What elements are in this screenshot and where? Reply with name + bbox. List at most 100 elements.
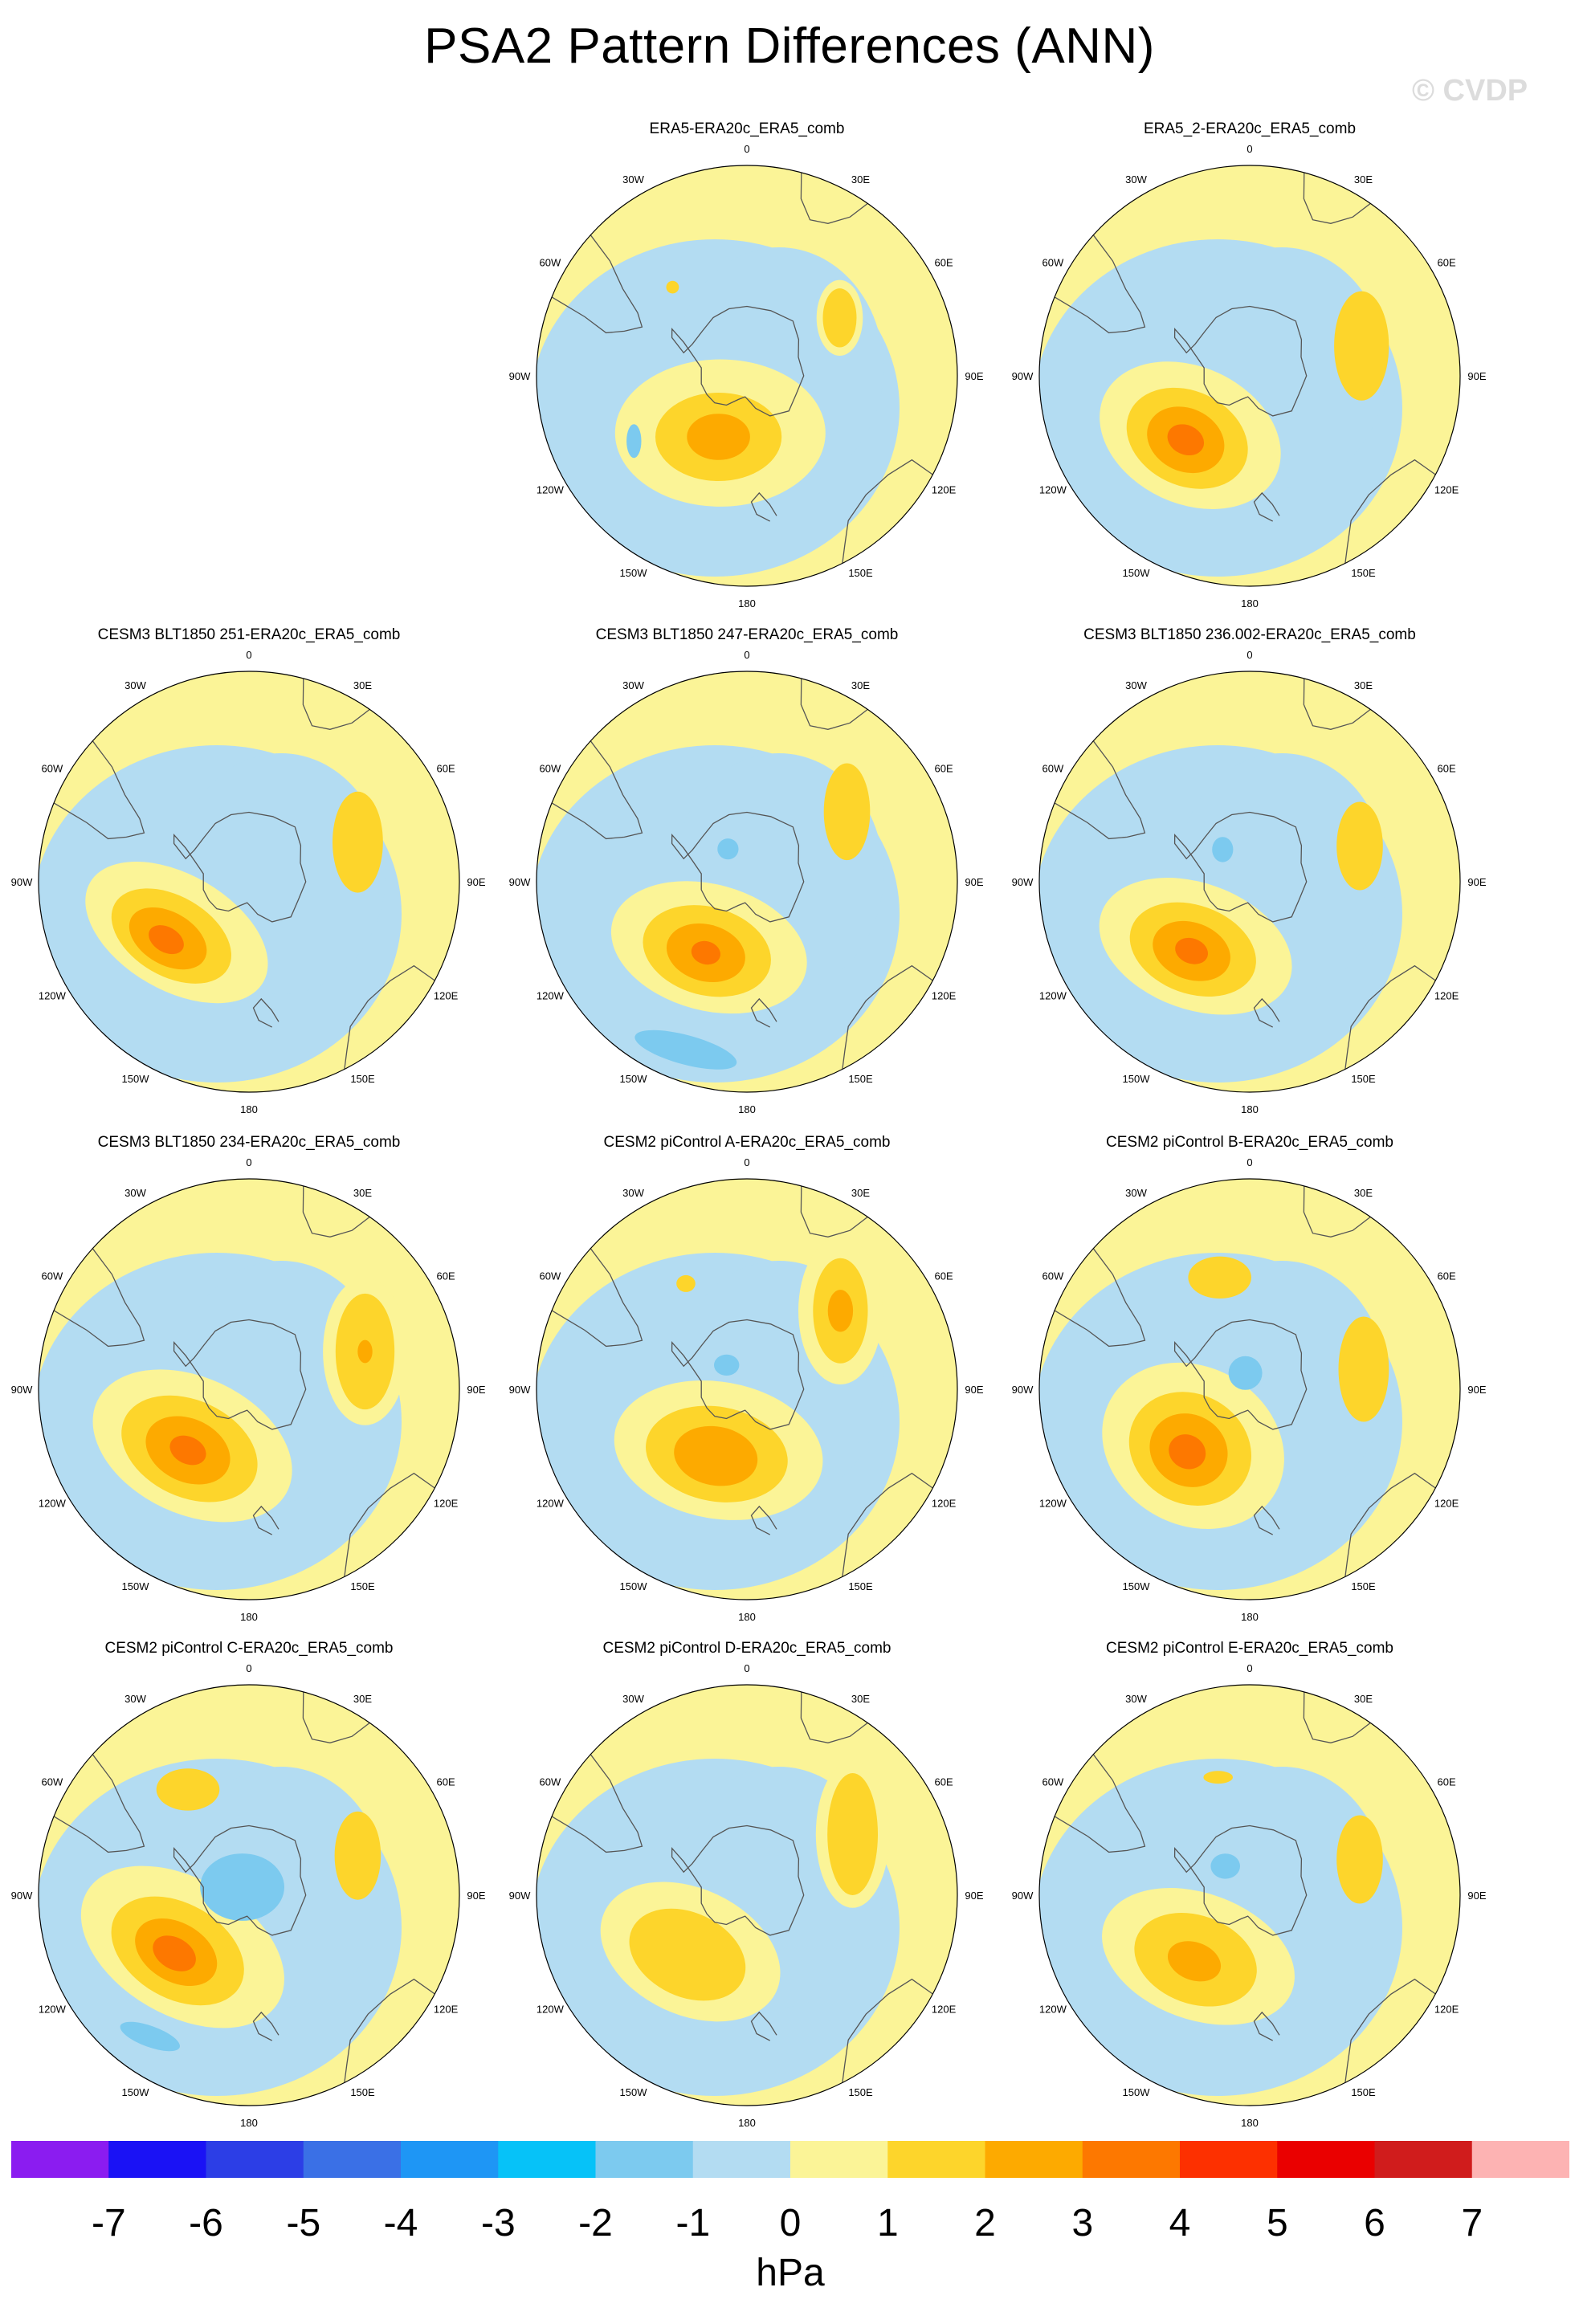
colorbar-tick-label: -5 [286, 2202, 320, 2244]
coastline-antarctica [671, 811, 805, 923]
longitude-label: 30W [1125, 1187, 1147, 1199]
map-panel: CESM3 BLT1850 234-ERA20c_ERA5_comb 0 30E 60… [0, 1134, 498, 1640]
positive-anomaly-contour [823, 763, 871, 861]
longitude-label: 30W [622, 679, 644, 691]
coastline-new-zealand [252, 1505, 279, 1535]
polar-map: 0 30E 60E 90E 120E 150E 180 150W 120W 90W 60W 30W [1012, 1156, 1487, 1623]
longitude-label: 30E [851, 679, 870, 691]
colorbar-segment [790, 2141, 888, 2178]
colorbar-segment [401, 2141, 499, 2178]
longitude-label: 180 [240, 1611, 258, 1623]
longitude-label: 60E [935, 257, 953, 269]
colorbar-segment [1374, 2141, 1473, 2178]
negative-anomaly-contour [626, 424, 642, 459]
coastline-south-america [53, 1754, 145, 1853]
negative-anomaly-contour [120, 2021, 181, 2052]
polar-map: 0 30E 60E 90E 120E 150E 180 150W 120W 90W 60W 30W [509, 649, 984, 1115]
longitude-label: 0 [744, 649, 749, 661]
coastline-australia [1344, 459, 1436, 564]
colorbar-tick-label: -3 [481, 2202, 516, 2244]
longitude-label: 60W [540, 1776, 561, 1788]
coastline-new-zealand [1253, 1505, 1280, 1535]
longitude-label: 180 [1241, 1611, 1259, 1623]
longitude-label: 150W [1123, 1580, 1151, 1592]
longitude-label: 30E [1354, 679, 1373, 691]
longitude-label: 0 [744, 143, 749, 155]
negative-anomaly-contour [1212, 837, 1234, 862]
map-panel: ERA5-ERA20c_ERA5_comb 0 30E 60E 90E 120E 150E 1… [498, 120, 996, 626]
longitude-label: 60W [1042, 763, 1064, 775]
longitude-label: 90E [965, 1384, 983, 1396]
colorbar-tick-label: -6 [189, 2202, 223, 2244]
map-panel: CESM3 BLT1850 236.002-ERA20c_ERA5_comb 0 3… [1001, 626, 1499, 1132]
longitude-label: 150E [848, 567, 873, 579]
polar-map: 0 30E 60E 90E 120E 150E 180 150W 120W 90W 60W 30W [509, 143, 984, 610]
longitude-label: 30E [1354, 1187, 1373, 1199]
longitude-label: 30E [353, 1693, 372, 1705]
panel-title: ERA5_2-ERA20c_ERA5_comb [1143, 120, 1357, 137]
longitude-label: 120W [537, 1498, 565, 1510]
colorbar-tick-label: 2 [974, 2202, 996, 2244]
longitude-label: 120E [434, 1498, 459, 1510]
negative-anomaly-contour [714, 1354, 740, 1376]
map-border [1038, 165, 1461, 587]
longitude-label: 150E [350, 2086, 375, 2098]
coastline-antarctica [1173, 1825, 1308, 1936]
longitude-label: 30W [1125, 679, 1147, 691]
longitude-label: 30W [622, 1693, 644, 1705]
coastline-south-america [53, 1248, 145, 1348]
positive-anomaly-contour [149, 925, 184, 955]
longitude-label: 180 [738, 2117, 756, 2129]
coastline-antarctica [671, 1825, 805, 1936]
coastline-south-america [1054, 740, 1146, 840]
positive-anomaly-contour [1175, 937, 1209, 964]
longitude-label: 120W [537, 990, 565, 1002]
polar-map: 0 30E 60E 90E 120E 150E 180 150W 120W 90W 60W 30W [11, 1156, 486, 1623]
colorbar-tick-label: 4 [1169, 2202, 1191, 2244]
map-border [38, 1684, 460, 2106]
positive-anomaly-contour [357, 1339, 373, 1364]
colorbar-segment [11, 2141, 109, 2178]
coastline-antarctica [1173, 1319, 1308, 1430]
coastline-australia [842, 459, 933, 564]
longitude-label: 90E [965, 876, 983, 888]
longitude-label: 60W [1042, 1776, 1064, 1788]
longitude-label: 30W [622, 1187, 644, 1199]
colorbar-tick-label: -4 [384, 2202, 418, 2244]
longitude-label: 60E [935, 1270, 953, 1282]
colorbar-tick-label: 7 [1461, 2202, 1483, 2244]
panel-title: CESM2 piControl D-ERA20c_ERA5_comb [602, 1640, 892, 1657]
polar-map: 0 30E 60E 90E 120E 150E 180 150W 120W 90W 60W 30W [1012, 649, 1487, 1115]
colorbar-tick-label: 3 [1071, 2202, 1093, 2244]
colorbar-segment [595, 2141, 694, 2178]
positive-anomaly-contour [827, 1773, 878, 1895]
coastline-south-america [1054, 1248, 1146, 1348]
longitude-label: 90W [1012, 1384, 1034, 1396]
longitude-label: 0 [1246, 143, 1252, 155]
positive-anomaly-contour [666, 280, 679, 294]
longitude-label: 90E [1467, 876, 1486, 888]
panel-title: CESM2 piControl C-ERA20c_ERA5_comb [104, 1640, 394, 1657]
colorbar-segment [303, 2141, 402, 2178]
longitude-label: 180 [738, 1103, 756, 1115]
longitude-label: 0 [744, 1662, 749, 1674]
coastline-antarctica [173, 811, 307, 923]
polar-map: 0 30E 60E 90E 120E 150E 180 150W 120W 90W 60W 30W [1012, 1662, 1487, 2129]
coastline-new-zealand [1253, 2011, 1280, 2041]
longitude-label: 60E [1438, 1270, 1456, 1282]
map-border [536, 1684, 958, 2106]
longitude-label: 150W [122, 2086, 150, 2098]
longitude-label: 150W [620, 567, 648, 579]
coastline-africa [1303, 678, 1371, 730]
longitude-label: 150W [122, 1073, 150, 1085]
longitude-label: 120W [39, 2004, 67, 2016]
map-panel: CESM3 BLT1850 251-ERA20c_ERA5_comb 0 30E 60… [0, 626, 498, 1132]
map-panel: CESM2 piControl E-ERA20c_ERA5_comb 0 30E 60… [1001, 1640, 1499, 2146]
positive-anomaly-contour [1169, 1434, 1206, 1470]
longitude-label: 150W [1123, 567, 1151, 579]
map-border [536, 1178, 958, 1600]
longitude-label: 150E [848, 2086, 873, 2098]
longitude-label: 90W [1012, 370, 1034, 382]
colorbar-tick-label: 0 [780, 2202, 802, 2244]
map-border [1038, 1684, 1461, 2106]
